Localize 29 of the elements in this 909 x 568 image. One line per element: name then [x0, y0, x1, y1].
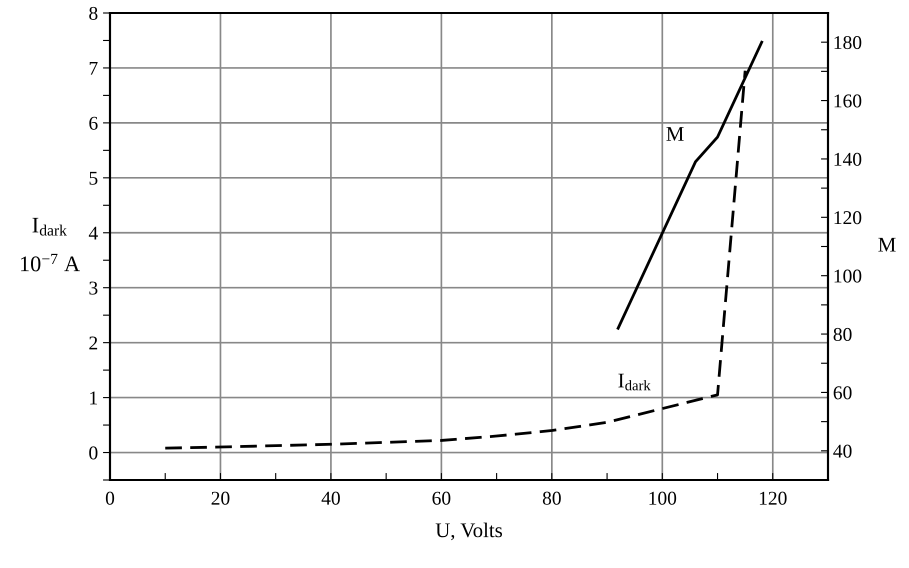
series-label: I$_{dark}$: [618, 374, 651, 390]
x-tick-label: 60: [432, 492, 450, 505]
y-tick-label: 3: [89, 282, 98, 295]
y2-tick-label: 140: [834, 152, 862, 166]
y2-tick-label: 160: [834, 94, 862, 108]
x-tick-label: 40: [322, 492, 340, 505]
y-tick-label: 0: [89, 446, 98, 460]
y-tick-label: 1: [90, 392, 98, 404]
x-tick-label: 120: [760, 492, 787, 505]
y-tick-label: 8: [89, 6, 98, 20]
x-tick-label: 80: [542, 492, 561, 505]
x-tick-label: 100: [649, 492, 676, 505]
y-tick-label: 7: [90, 62, 98, 75]
text: I$_{dark}$ 10$^{−7}$ A: [20, 218, 80, 272]
series-label: M: [666, 127, 684, 141]
y-tick-label: 4: [88, 226, 98, 240]
y-tick-label: 2: [89, 336, 98, 350]
y-tick-label: 6: [89, 116, 98, 130]
y2-tick-label: 40: [833, 444, 852, 458]
x-tick-label: 0: [106, 492, 114, 505]
y2-tick-label: 180: [834, 36, 862, 50]
y2-tick-label: 60: [834, 386, 852, 400]
y-tick-label: 5: [90, 172, 98, 185]
y2-tick-label: 100: [834, 270, 862, 283]
y2-axis-title: M: [878, 238, 896, 252]
y2-tick-label: 120: [834, 211, 862, 224]
y2-tick-label: 80: [834, 328, 852, 341]
x-tick-label: 20: [212, 492, 230, 505]
x-axis-title: U, Volts: [436, 522, 502, 540]
